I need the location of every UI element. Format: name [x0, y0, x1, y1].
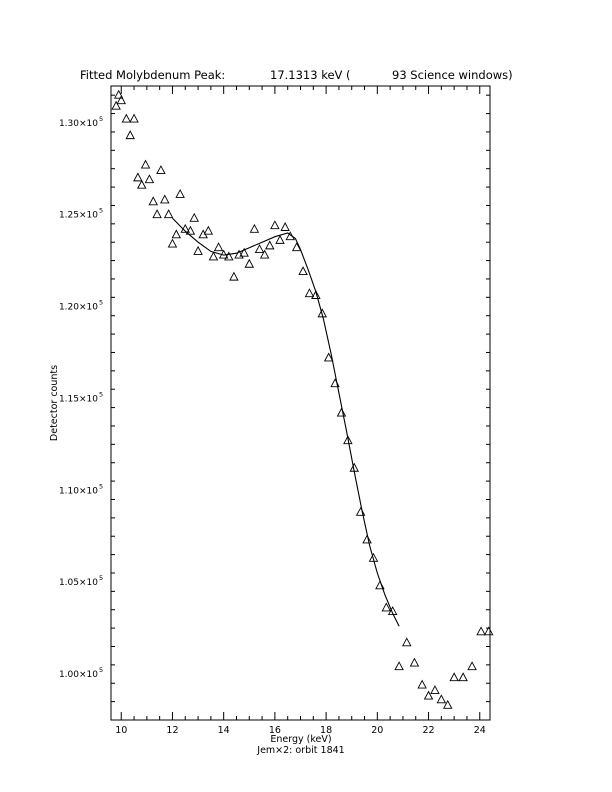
data-point-triangle [121, 113, 132, 123]
data-point-triangle [113, 89, 124, 99]
data-point-triangle [323, 352, 334, 362]
x-tick-label: 10 [115, 725, 127, 736]
data-point-triangle [304, 288, 315, 298]
data-point-triangle [394, 661, 404, 671]
y-tick-label: 1.20×10 [59, 303, 98, 313]
y-tick-exponent: 5 [99, 115, 103, 123]
data-point-triangle [381, 602, 392, 612]
data-point-triangle [160, 194, 170, 204]
y-tick-exponent: 5 [99, 390, 103, 398]
data-point-triangle [171, 229, 182, 239]
data-point-triangle [125, 130, 135, 140]
data-point-triangle [417, 679, 427, 689]
data-point-triangle [148, 196, 159, 206]
data-point-triangle [244, 258, 255, 268]
data-point-triangle [280, 222, 290, 231]
data-point-triangle [136, 179, 147, 189]
y-axis-label: Detector counts [49, 365, 60, 441]
data-point-triangle [229, 271, 239, 281]
data-point-triangle [436, 694, 447, 704]
data-point-triangle [156, 165, 166, 174]
data-point-triangle [111, 100, 121, 110]
chart-title-left: Fitted Molybdenum Peak: [80, 68, 225, 82]
data-point-triangle [185, 225, 196, 235]
y-tick-label: 1.30×10 [59, 119, 98, 129]
y-tick-exponent: 5 [99, 207, 103, 215]
x-tick-labels: 10 12 14 16 18 20 22 24 [115, 725, 486, 736]
data-point-triangle [224, 251, 234, 261]
y-tick-exponent: 5 [99, 574, 103, 582]
x-tick-label: 12 [166, 725, 178, 736]
data-point-triangle [409, 657, 420, 667]
fit-curve [172, 217, 400, 627]
data-point-triangle [298, 266, 308, 276]
data-point-triangle [442, 699, 453, 709]
y-tick-label: 1.05×10 [59, 578, 98, 588]
data-point-triangle [336, 407, 347, 417]
data-point-triangle [129, 113, 139, 123]
data-point-triangle [193, 245, 203, 255]
data-point-triangle [270, 220, 280, 230]
data-point-triangle [254, 244, 265, 254]
data-point-triangle [163, 209, 174, 219]
data-point-triangle [423, 690, 434, 700]
axis-ticks [111, 86, 490, 721]
x-tick-label: 24 [474, 725, 486, 736]
data-point-triangle [275, 234, 285, 244]
data-point-triangle [133, 172, 143, 182]
x-tick-label: 14 [218, 725, 230, 736]
data-point-triangle [249, 223, 260, 233]
data-point-triangle [355, 506, 366, 516]
data-point-triangle [167, 238, 178, 248]
data-point-triangle [458, 672, 468, 682]
data-point-triangle [189, 212, 199, 222]
data-series [111, 89, 494, 709]
data-point-triangle [116, 95, 126, 105]
data-point-triangle [213, 242, 224, 252]
data-point-triangle [144, 174, 155, 184]
y-tick-exponent: 5 [99, 482, 103, 490]
data-point-triangle [343, 435, 353, 445]
data-point-triangle [362, 534, 372, 544]
plot-frame [110, 85, 491, 721]
x-tick-label: 16 [269, 725, 281, 736]
y-tick-labels: 1.00×10 51.05×10 51.10×10 51.15×10 51.20×10 5… [59, 115, 103, 680]
data-point-triangle [449, 672, 459, 682]
chart-title-value: 17.1313 keV ( [270, 68, 351, 82]
data-point-triangle [311, 290, 321, 299]
y-tick-exponent: 5 [99, 666, 103, 674]
data-point-triangle [152, 209, 162, 219]
data-point-triangle [140, 159, 151, 169]
y-tick-label: 1.10×10 [59, 486, 98, 496]
x-tick-label: 18 [320, 725, 332, 736]
x-tick-label: 22 [422, 725, 434, 736]
data-point-triangle [259, 249, 270, 259]
data-point-triangle [467, 661, 477, 671]
data-point-triangle [483, 626, 494, 636]
data-point-triangle [265, 240, 275, 250]
data-point-triangle [175, 188, 185, 198]
y-tick-label: 1.00×10 [59, 670, 98, 680]
chart-title-windows: 93 Science windows) [392, 68, 513, 82]
data-point-triangle [430, 685, 440, 695]
x-axis-label: Energy (keV) [270, 734, 331, 745]
data-point-triangle [203, 225, 214, 235]
data-point-triangle [402, 637, 412, 647]
data-point-triangle [476, 626, 486, 636]
y-tick-label: 1.15×10 [59, 394, 98, 404]
y-tick-label: 1.25×10 [59, 211, 98, 221]
y-tick-exponent: 5 [99, 299, 103, 307]
x-tick-label: 20 [371, 725, 383, 736]
footnote-label: Jem×2: orbit 1841 [256, 745, 344, 756]
data-point-triangle [239, 247, 249, 257]
data-point-triangle [208, 251, 219, 261]
data-point-triangle [291, 242, 302, 252]
